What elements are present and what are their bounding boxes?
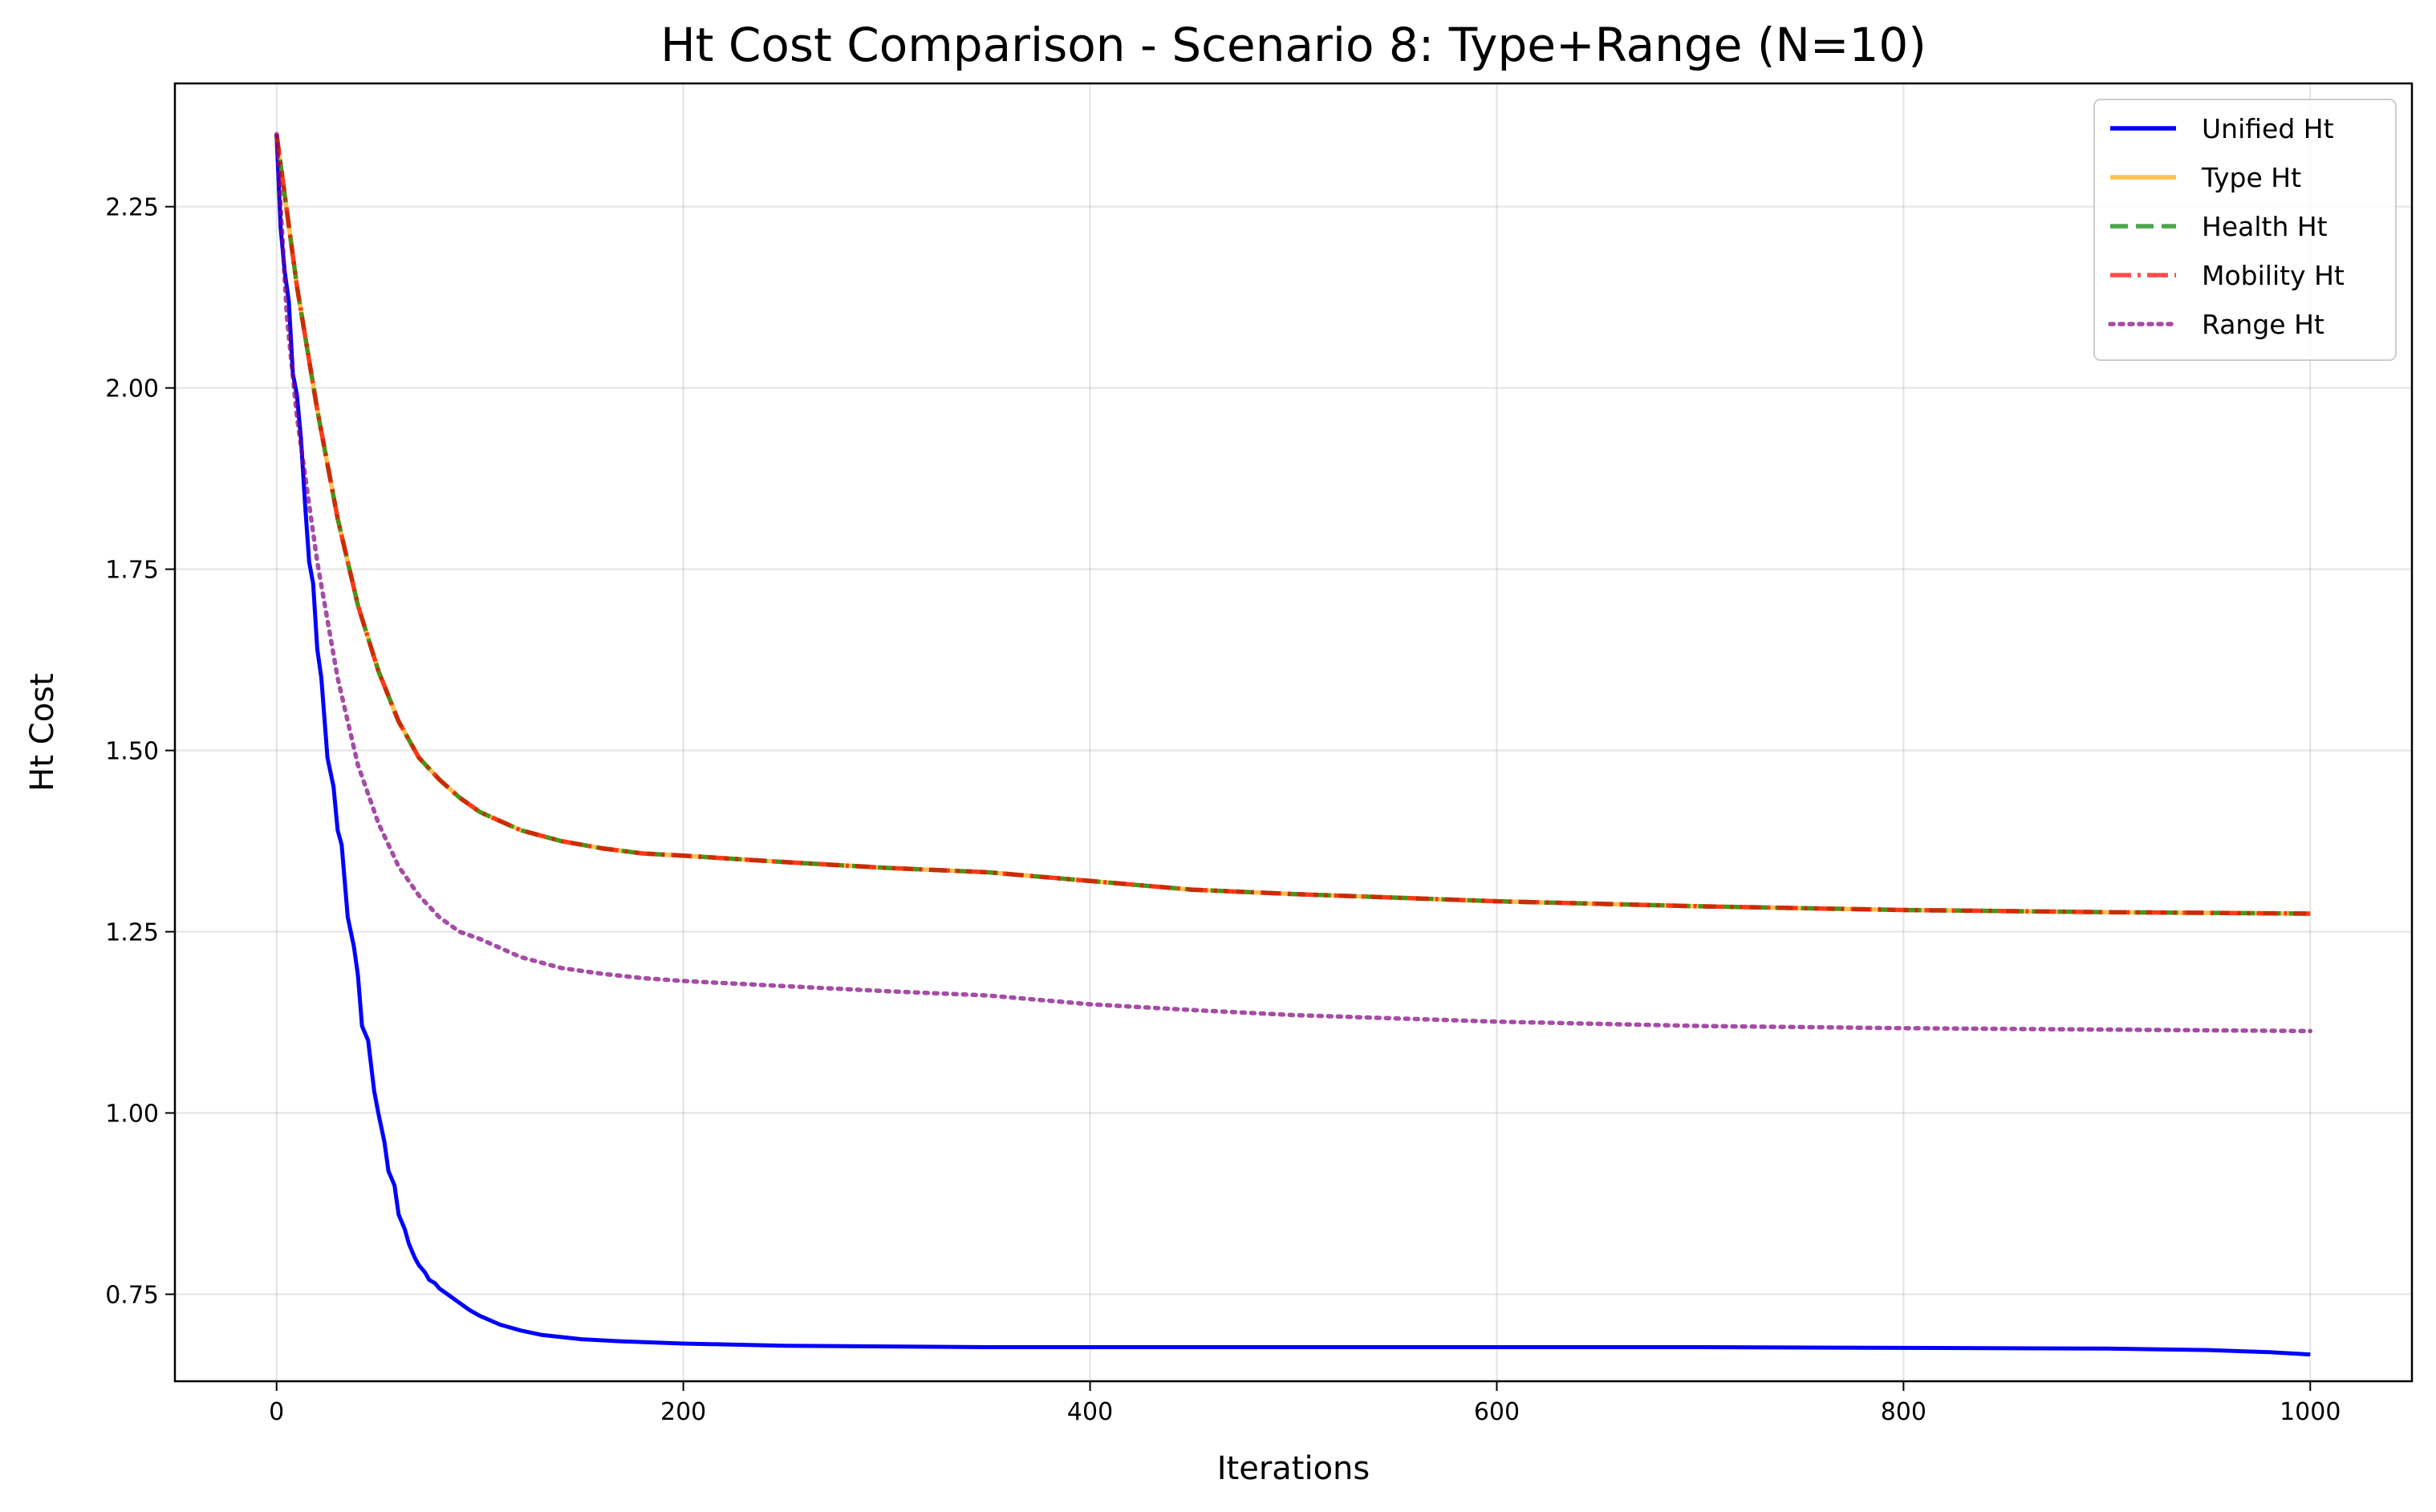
range-ht-legend-label: Range Ht xyxy=(2202,309,2324,340)
y-tick-label: 1.00 xyxy=(105,1101,159,1129)
x-tick-label: 600 xyxy=(1474,1398,1520,1426)
x-axis-label: Iterations xyxy=(1217,1450,1370,1487)
unified-ht-series-line xyxy=(274,134,2311,1357)
x-tick-label: 800 xyxy=(1881,1398,1926,1426)
series-lines xyxy=(274,132,2313,1357)
y-tick-label: 2.00 xyxy=(105,375,159,403)
mobility-ht-legend-label: Mobility Ht xyxy=(2202,260,2345,291)
x-tick-label: 0 xyxy=(269,1398,284,1426)
unified-ht-legend-label: Unified Ht xyxy=(2202,113,2334,144)
y-tick-label: 1.50 xyxy=(105,738,159,766)
y-axis: 0.75 1.00 1.25 1.50 1.75 2.00 2.25 xyxy=(105,194,175,1310)
health-ht-legend-label: Health Ht xyxy=(2202,211,2328,242)
range-ht-series-line xyxy=(274,132,2313,1034)
x-tick-label: 200 xyxy=(660,1398,706,1426)
mobility-ht-series-line xyxy=(274,133,2311,916)
x-tick-label: 1000 xyxy=(2280,1398,2341,1426)
y-tick-label: 0.75 xyxy=(105,1282,159,1310)
y-tick-label: 1.75 xyxy=(105,557,159,585)
chart-title: Ht Cost Comparison - Scenario 8: Type+Ra… xyxy=(660,18,1926,72)
y-axis-label: Ht Cost xyxy=(24,673,61,791)
x-tick-label: 400 xyxy=(1067,1398,1113,1426)
type-ht-legend-label: Type Ht xyxy=(2201,162,2301,193)
legend: Unified Ht Type Ht Health Ht Mobility Ht Ran… xyxy=(2093,99,2397,361)
x-axis: 0 200 400 600 800 1000 xyxy=(269,1381,2341,1426)
plot-area-frame xyxy=(173,82,2414,1383)
y-tick-label: 1.25 xyxy=(105,919,159,947)
y-tick-label: 2.25 xyxy=(105,194,159,222)
legend-box xyxy=(2093,99,2397,361)
